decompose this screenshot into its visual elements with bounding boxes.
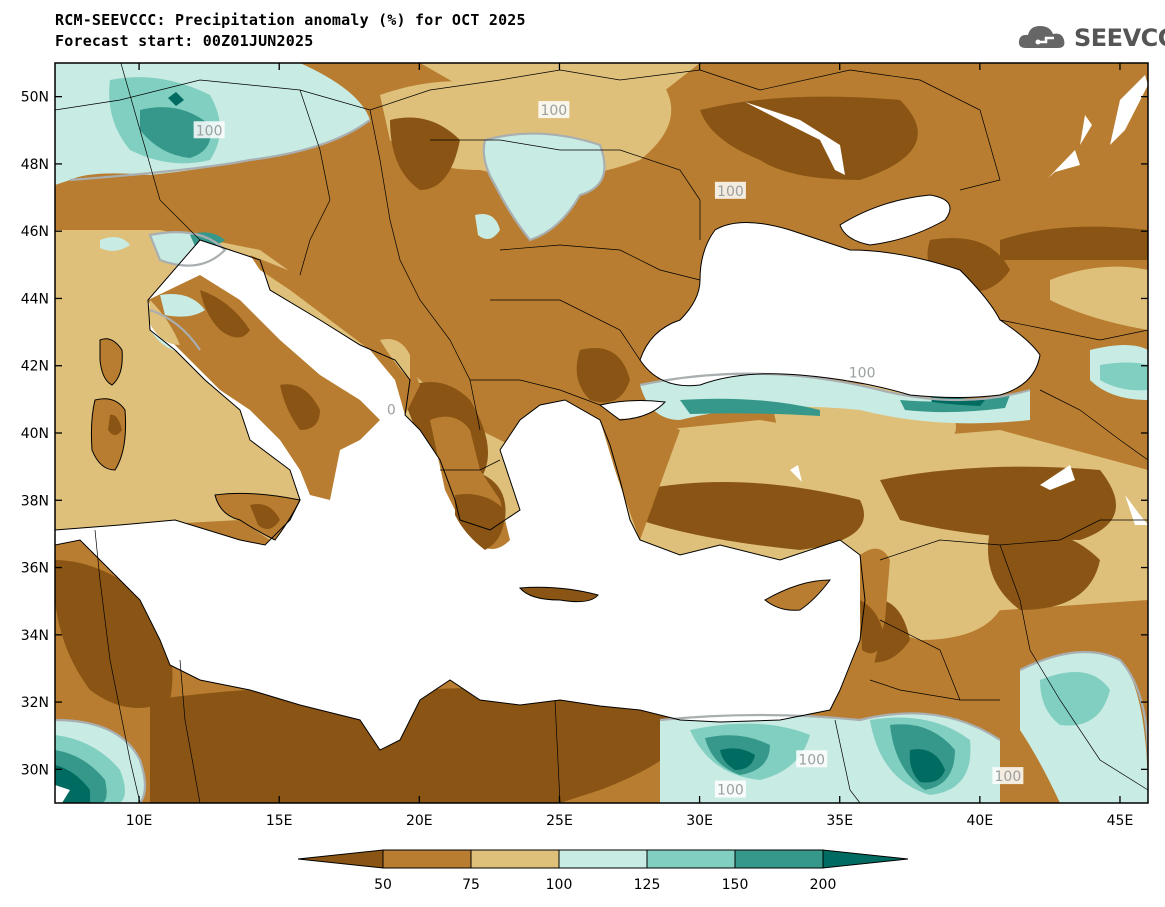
contour-label: 100 (798, 752, 825, 768)
colorbar: 50 75 100 125 150 200 (297, 849, 909, 893)
lon-tick-label: 15E (266, 813, 293, 829)
colorbar-label: 50 (374, 877, 392, 893)
lon-tick-label: 45E (1107, 813, 1134, 829)
chart-title: RCM-SEEVCCC: Precipitation anomaly (%) f… (55, 11, 526, 29)
colorbar-label: 125 (634, 877, 661, 893)
forecast-start: Forecast start: 00Z01JUN2025 (55, 32, 314, 50)
lat-tick-label: 42N (21, 359, 49, 375)
latitude-ticks: 50N 48N 46N 44N 42N 40N 38N 36N 34N 32N 30N (21, 90, 1148, 778)
coastlines (55, 194, 1041, 751)
colorbar-label: 200 (810, 877, 837, 893)
contour-labels: 100 100 100 100 0 100 100 100 (193, 101, 1024, 799)
lat-tick-label: 38N (21, 493, 49, 509)
lon-tick-label: 10E (126, 813, 153, 829)
colorbar-label: 100 (546, 877, 573, 893)
contour-label-bg (796, 750, 828, 768)
contour-label-bg (714, 181, 746, 199)
longitude-ticks: 10E 15E 20E 25E 30E 35E 40E 45E (126, 63, 1134, 829)
lon-tick-label: 25E (546, 813, 573, 829)
contour-label-bg (538, 101, 570, 119)
cloud-icon (1018, 26, 1065, 48)
colorbar-segment (470, 849, 560, 869)
lat-tick-label: 44N (21, 291, 49, 307)
lat-tick-label: 48N (21, 157, 49, 173)
lat-tick-label: 40N (21, 426, 49, 442)
lon-tick-label: 20E (406, 813, 433, 829)
contour-label-bg (846, 363, 878, 381)
country-borders (55, 63, 1148, 803)
contour-label-bg (193, 121, 225, 139)
contour-label: 100 (849, 365, 876, 381)
contour-label: 100 (995, 769, 1022, 785)
contour-label-bg (384, 400, 398, 418)
contour-label: 100 (540, 103, 567, 119)
contour-label: 100 (717, 783, 744, 799)
contour-label: 0 (387, 402, 396, 418)
colorbar-low-triangle (297, 849, 384, 869)
colorbar-high-triangle (822, 849, 909, 869)
lat-tick-label: 30N (21, 762, 49, 778)
anomaly-field (55, 63, 1148, 803)
lat-tick-label: 34N (21, 628, 49, 644)
colorbar-segment (646, 849, 736, 869)
logo-text: SEEVCCC (1074, 24, 1165, 52)
colorbar-segment (558, 849, 648, 869)
contour-label-bg (714, 780, 746, 798)
contour-label: 100 (717, 184, 744, 200)
colorbar-label: 150 (722, 877, 749, 893)
colorbar-segment (382, 849, 472, 869)
lat-tick-label: 46N (21, 224, 49, 240)
seevccc-logo: SEEVCCC (1016, 18, 1165, 58)
lon-tick-label: 35E (826, 813, 853, 829)
contour-label: 100 (196, 123, 223, 139)
contour-label-bg (992, 767, 1024, 785)
lat-tick-label: 36N (21, 561, 49, 577)
lon-tick-label: 40E (967, 813, 994, 829)
lat-tick-label: 50N (21, 90, 49, 106)
lat-tick-label: 32N (21, 695, 49, 711)
contour-lines (55, 119, 1148, 803)
lon-tick-label: 30E (686, 813, 713, 829)
colorbar-segment (734, 849, 824, 869)
colorbar-label: 75 (462, 877, 480, 893)
